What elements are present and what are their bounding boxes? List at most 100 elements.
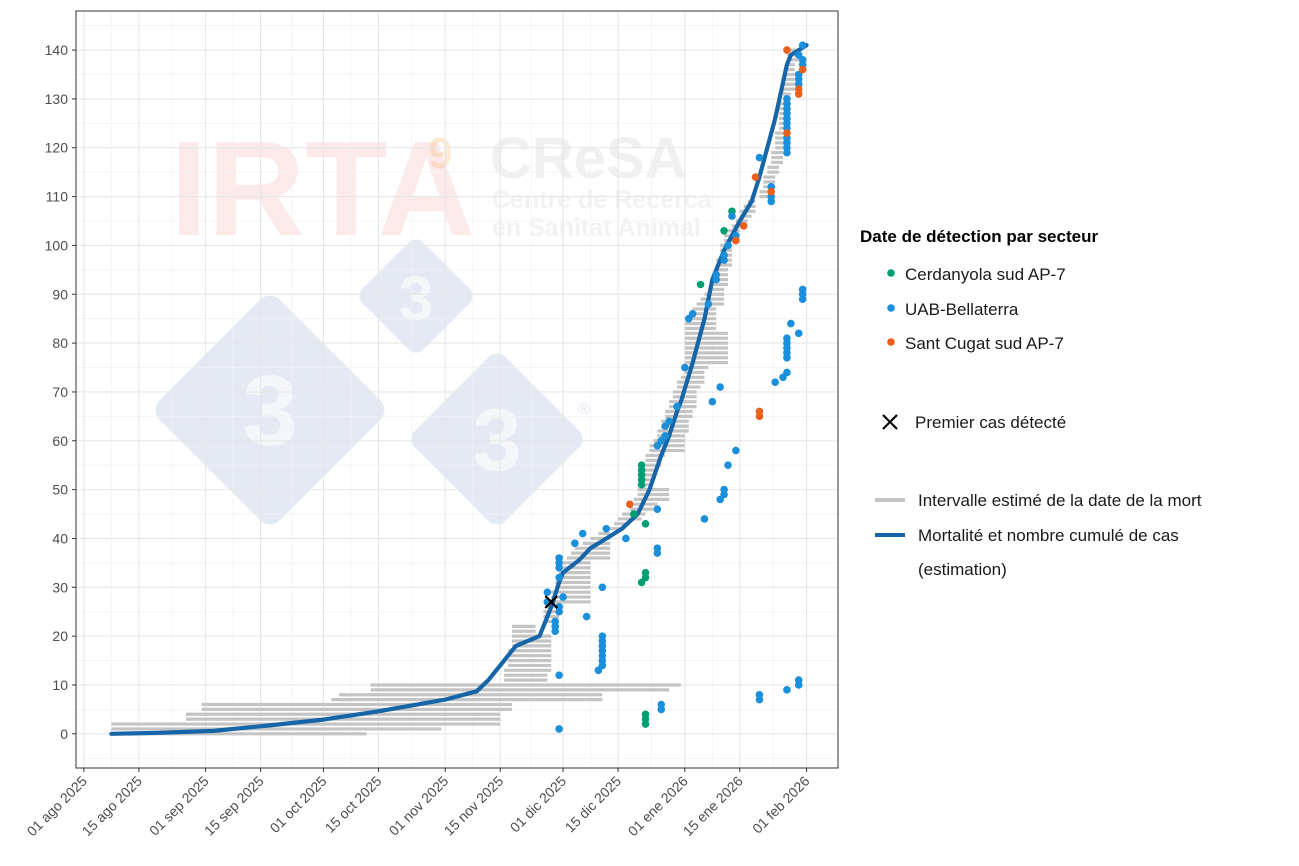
legend-label-curve-line1: Mortalité et nombre cumulé de cas bbox=[918, 526, 1179, 545]
legend-key-cerdanyola bbox=[887, 269, 895, 277]
watermark-brand2-line1: Centre de Recerca bbox=[492, 186, 713, 214]
detection-point-uab-bellaterra bbox=[783, 368, 791, 377]
detection-point-uab-bellaterra bbox=[720, 251, 728, 259]
death-intervals bbox=[111, 48, 799, 736]
detection-point-cerdanyola-sud-ap-7 bbox=[696, 280, 705, 289]
watermark-badge-small bbox=[359, 239, 473, 353]
detection-point-sant-cugat-sud-ap-7 bbox=[794, 85, 803, 93]
watermark-brand1: IRTA bbox=[170, 113, 475, 264]
detection-point-uab-bellaterra bbox=[555, 573, 563, 582]
watermark-registered-mark: ® bbox=[578, 401, 590, 418]
legend-key-uab bbox=[887, 304, 895, 312]
detection-point-uab-bellaterra bbox=[551, 617, 559, 626]
detection-point-cerdanyola-sud-ap-7 bbox=[641, 568, 650, 577]
detection-point-uab-bellaterra bbox=[728, 212, 736, 220]
detection-point-uab-bellaterra bbox=[704, 300, 713, 308]
plot-panel-border bbox=[75, 10, 839, 769]
detection-point-sant-cugat-sud-ap-7 bbox=[783, 129, 791, 137]
detection-point-uab-bellaterra bbox=[555, 603, 563, 611]
detection-point-uab-bellaterra bbox=[798, 285, 807, 294]
detection-point-uab-bellaterra bbox=[665, 417, 673, 426]
watermark-badge-digit-2: 3 bbox=[399, 265, 433, 334]
detection-point-uab-bellaterra bbox=[657, 700, 666, 709]
detection-point-uab-bellaterra bbox=[555, 725, 563, 733]
detection-point-uab-bellaterra bbox=[598, 632, 607, 640]
first-case-marker bbox=[544, 595, 559, 609]
detection-point-sant-cugat-sud-ap-7 bbox=[626, 500, 634, 509]
detection-point-uab-bellaterra bbox=[783, 95, 791, 103]
detection-point-uab-bellaterra bbox=[681, 363, 689, 372]
legend-title: Date de détection par secteur bbox=[860, 227, 1098, 246]
detection-point-sant-cugat-sud-ap-7 bbox=[732, 236, 740, 245]
detection-point-sant-cugat-sud-ap-7 bbox=[739, 222, 748, 230]
legend-label-cerdanyola: Cerdanyola sud AP-7 bbox=[905, 265, 1066, 284]
detection-point-uab-bellaterra bbox=[712, 270, 721, 279]
detection-point-uab-bellaterra bbox=[700, 515, 709, 523]
detection-point-uab-bellaterra bbox=[755, 153, 764, 162]
detection-point-cerdanyola-sud-ap-7 bbox=[641, 710, 650, 719]
detection-point-uab-bellaterra bbox=[543, 588, 552, 596]
watermark-badge-medium bbox=[411, 353, 583, 525]
detection-point-uab-bellaterra bbox=[653, 544, 662, 553]
detection-point-cerdanyola-sud-ap-7 bbox=[629, 510, 638, 518]
legend: Date de détection par secteur Cerdanyola… bbox=[860, 227, 1202, 579]
detection-point-uab-bellaterra bbox=[720, 485, 728, 494]
detection-point-sant-cugat-sud-ap-7 bbox=[798, 65, 807, 74]
detection-point-uab-bellaterra bbox=[555, 671, 563, 680]
detection-point-sant-cugat-sud-ap-7 bbox=[783, 46, 791, 54]
legend-label-first-case: Premier cas détecté bbox=[915, 413, 1066, 432]
y-tick-label: 30 bbox=[52, 579, 68, 595]
watermark-brand2-line2: en Sanitat Animal bbox=[492, 214, 701, 242]
legend-label-curve-line2: (estimation) bbox=[918, 560, 1007, 579]
detection-point-uab-bellaterra bbox=[783, 334, 791, 343]
watermark-badge-digit-3: 3 bbox=[473, 390, 522, 489]
y-tick-label: 70 bbox=[52, 384, 68, 400]
detection-point-uab-bellaterra bbox=[708, 397, 717, 406]
watermark-badge-large bbox=[155, 295, 385, 525]
y-tick-label: 0 bbox=[60, 726, 68, 742]
cumulative-curve bbox=[109, 43, 809, 736]
legend-label-interval: Intervalle estimé de la date de la mort bbox=[918, 491, 1202, 510]
detection-point-uab-bellaterra bbox=[673, 402, 681, 411]
detection-point-cerdanyola-sud-ap-7 bbox=[720, 226, 728, 235]
y-tick-label: 40 bbox=[52, 530, 68, 546]
detection-point-uab-bellaterra bbox=[724, 461, 732, 470]
detection-point-uab-bellaterra bbox=[661, 432, 669, 440]
watermark-brand2: CReSA bbox=[490, 126, 687, 191]
first-case-marker-stroke bbox=[544, 595, 559, 609]
detection-point-uab-bellaterra bbox=[755, 690, 764, 699]
y-tick-label: 20 bbox=[52, 628, 68, 644]
y-tick-label: 100 bbox=[45, 237, 69, 253]
detection-point-uab-bellaterra bbox=[622, 534, 630, 543]
detection-point-uab-bellaterra bbox=[571, 539, 579, 548]
detection-point-uab-bellaterra bbox=[732, 446, 740, 455]
watermark: 3 3 3 ® IRTA 9 CReSA Centre de Recerca e… bbox=[155, 113, 713, 525]
watermark-badges bbox=[155, 239, 583, 525]
cumulative-curve-layer bbox=[109, 43, 809, 736]
detection-point-uab-bellaterra bbox=[783, 686, 791, 694]
detection-point-uab-bellaterra bbox=[794, 676, 803, 684]
legend-label-santcugat: Sant Cugat sud AP-7 bbox=[905, 334, 1064, 353]
y-tick-label: 10 bbox=[52, 677, 68, 693]
detection-point-sant-cugat-sud-ap-7 bbox=[767, 187, 776, 196]
detection-point-uab-bellaterra bbox=[555, 554, 563, 562]
y-tick-label: 130 bbox=[45, 91, 69, 107]
legend-label-uab: UAB-Bellaterra bbox=[905, 300, 1019, 319]
detection-point-uab-bellaterra bbox=[688, 310, 697, 318]
detection-point-uab-bellaterra bbox=[578, 529, 587, 538]
y-tick-label: 80 bbox=[52, 335, 68, 351]
detection-point-uab-bellaterra bbox=[794, 51, 803, 59]
detection-point-sant-cugat-sud-ap-7 bbox=[755, 407, 764, 416]
detection-point-uab-bellaterra bbox=[582, 612, 591, 621]
detection-point-uab-bellaterra bbox=[794, 329, 803, 338]
y-tick-label: 110 bbox=[46, 189, 69, 205]
detection-point-uab-bellaterra bbox=[559, 593, 567, 601]
detection-point-uab-bellaterra bbox=[716, 383, 724, 391]
y-axis: 0 10 20 30 40 50 60 70 80 90 100 110 120 130 140 bbox=[45, 42, 76, 742]
watermark-brand1-mark: 9 bbox=[428, 129, 452, 178]
y-tick-label: 140 bbox=[45, 42, 69, 58]
y-tick-label: 90 bbox=[52, 286, 68, 302]
detection-point-uab-bellaterra bbox=[787, 319, 795, 328]
detection-point-uab-bellaterra bbox=[602, 524, 611, 533]
detection-points bbox=[543, 41, 807, 733]
